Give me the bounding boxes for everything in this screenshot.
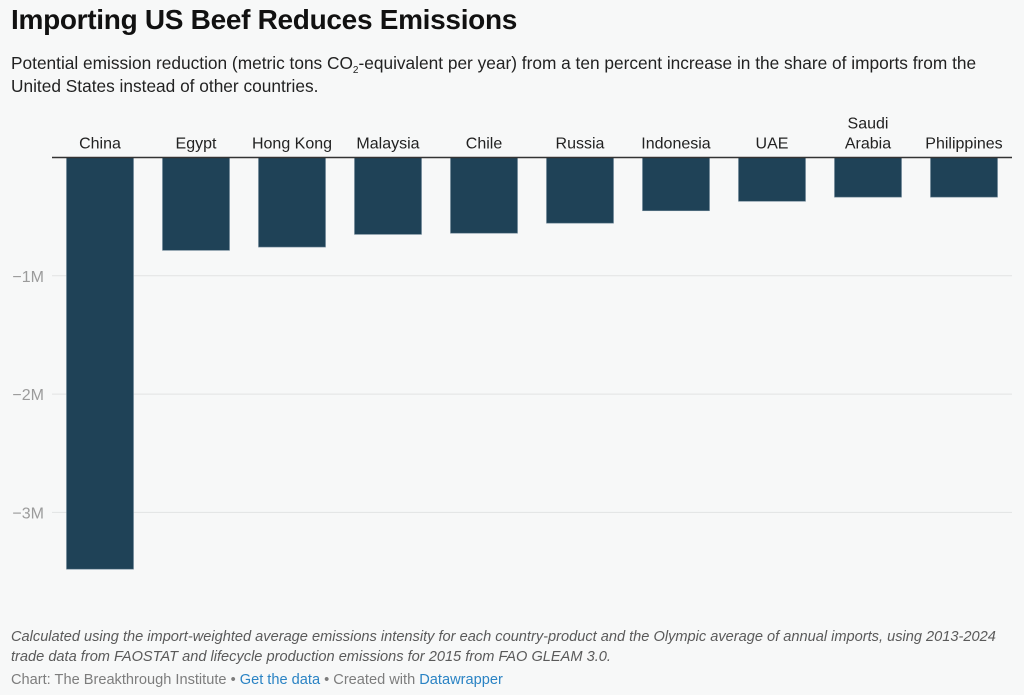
category-label: Malaysia <box>356 136 419 153</box>
separator: • <box>226 672 240 688</box>
category-label: Saudi <box>848 116 889 133</box>
bar-philippines <box>930 157 998 198</box>
subtitle-subscript: 2 <box>352 65 359 76</box>
category-label: Arabia <box>845 136 891 153</box>
category-labels: China Egypt Hong Kong Malaysia Chile Russia In… <box>79 116 1003 153</box>
category-label: UAE <box>756 136 789 153</box>
chart-notes: Calculated using the import-weighted ave… <box>11 629 996 665</box>
category-label: Egypt <box>176 136 217 153</box>
bar-indonesia <box>642 157 710 212</box>
bar-malaysia <box>354 157 422 235</box>
category-label: Russia <box>556 136 605 153</box>
bar-hong-kong <box>258 157 326 248</box>
chart-title: Importing US Beef Reduces Emissions <box>11 4 518 35</box>
bar-saudi-arabia <box>834 157 902 198</box>
bar-uae <box>738 157 806 202</box>
subtitle-text-post: -equivalent per year) from a ten percent… <box>11 53 977 96</box>
get-the-data-link[interactable]: Get the data <box>239 672 321 688</box>
source-credit: Chart: The Breakthrough Institute <box>11 672 227 688</box>
y-axis-ticks: −1M −2M −3M <box>12 269 44 523</box>
y-tick-label: −2M <box>12 387 44 404</box>
chart-byline: Chart: The Breakthrough Institute • Get … <box>11 672 503 688</box>
chart-subtitle: Potential emission reduction (metric ton… <box>11 52 1016 98</box>
y-tick-label: −1M <box>12 269 44 286</box>
category-label: China <box>79 136 121 153</box>
bars <box>66 157 998 570</box>
bar-russia <box>546 157 614 224</box>
category-label: Hong Kong <box>252 136 332 153</box>
bar-chart: −1M−2M−3M China Egypt Hong Kong Malaysia Chi… <box>12 116 1012 570</box>
y-tick-label: −3M <box>12 505 44 522</box>
category-label: Chile <box>466 136 503 153</box>
separator: • <box>320 672 334 688</box>
bar-chile <box>450 157 518 234</box>
bar-china <box>66 157 134 570</box>
gridlines <box>52 275 1012 513</box>
category-label: Indonesia <box>641 136 710 153</box>
datawrapper-link[interactable]: Datawrapper <box>419 672 503 688</box>
category-label: Philippines <box>925 136 1002 153</box>
created-with-text: Created with <box>333 672 420 688</box>
subtitle-text-pre: Potential emission reduction (metric ton… <box>11 53 353 73</box>
bar-egypt <box>162 157 230 251</box>
